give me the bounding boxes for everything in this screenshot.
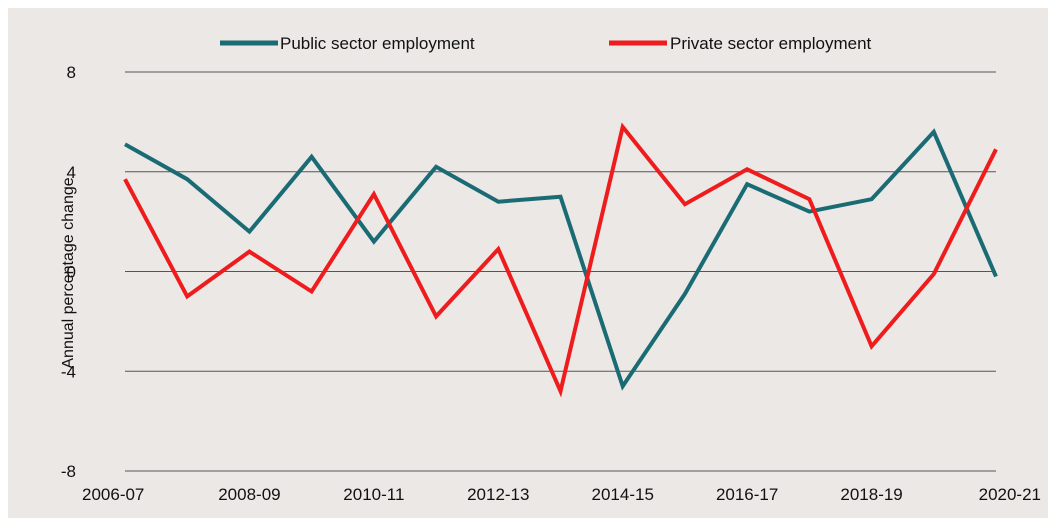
legend-label: Private sector employment: [670, 34, 872, 53]
x-tick-label: 2018-19: [840, 485, 902, 504]
legend-label: Public sector employment: [280, 34, 475, 53]
series-lines: [123, 122, 998, 398]
public-sector-line: [124, 128, 998, 391]
private-sector-line: [123, 122, 998, 398]
chart-panel: 8 4 0 -4 -8 2006-07 2008-09 2010-11 2012-13 2014…: [8, 8, 1048, 518]
y-tick-labels: 8 4 0 -4 -8: [61, 63, 76, 481]
x-tick-label: 2016-17: [716, 485, 778, 504]
y-tick-label: 0: [67, 263, 76, 282]
x-tick-label: 2020-21: [979, 485, 1041, 504]
y-tick-label: 4: [67, 163, 76, 182]
line-chart: 8 4 0 -4 -8 2006-07 2008-09 2010-11 2012-13 2014…: [60, 34, 1041, 504]
y-tick-label: -8: [61, 462, 76, 481]
x-tick-label: 2006-07: [82, 485, 144, 504]
x-tick-label: 2012-13: [467, 485, 529, 504]
x-tick-labels: 2006-07 2008-09 2010-11 2012-13 2014-15 2016-…: [82, 485, 1041, 504]
y-tick-label: -4: [61, 362, 76, 381]
y-tick-label: 8: [67, 63, 76, 82]
legend: Public sector employment Private sector e…: [220, 34, 872, 53]
x-tick-label: 2010-11: [343, 485, 404, 504]
y-axis-title: Annual percentage change: [60, 177, 77, 368]
x-tick-label: 2008-09: [218, 485, 280, 504]
x-tick-label: 2014-15: [592, 485, 654, 504]
gridlines: [125, 71, 996, 472]
